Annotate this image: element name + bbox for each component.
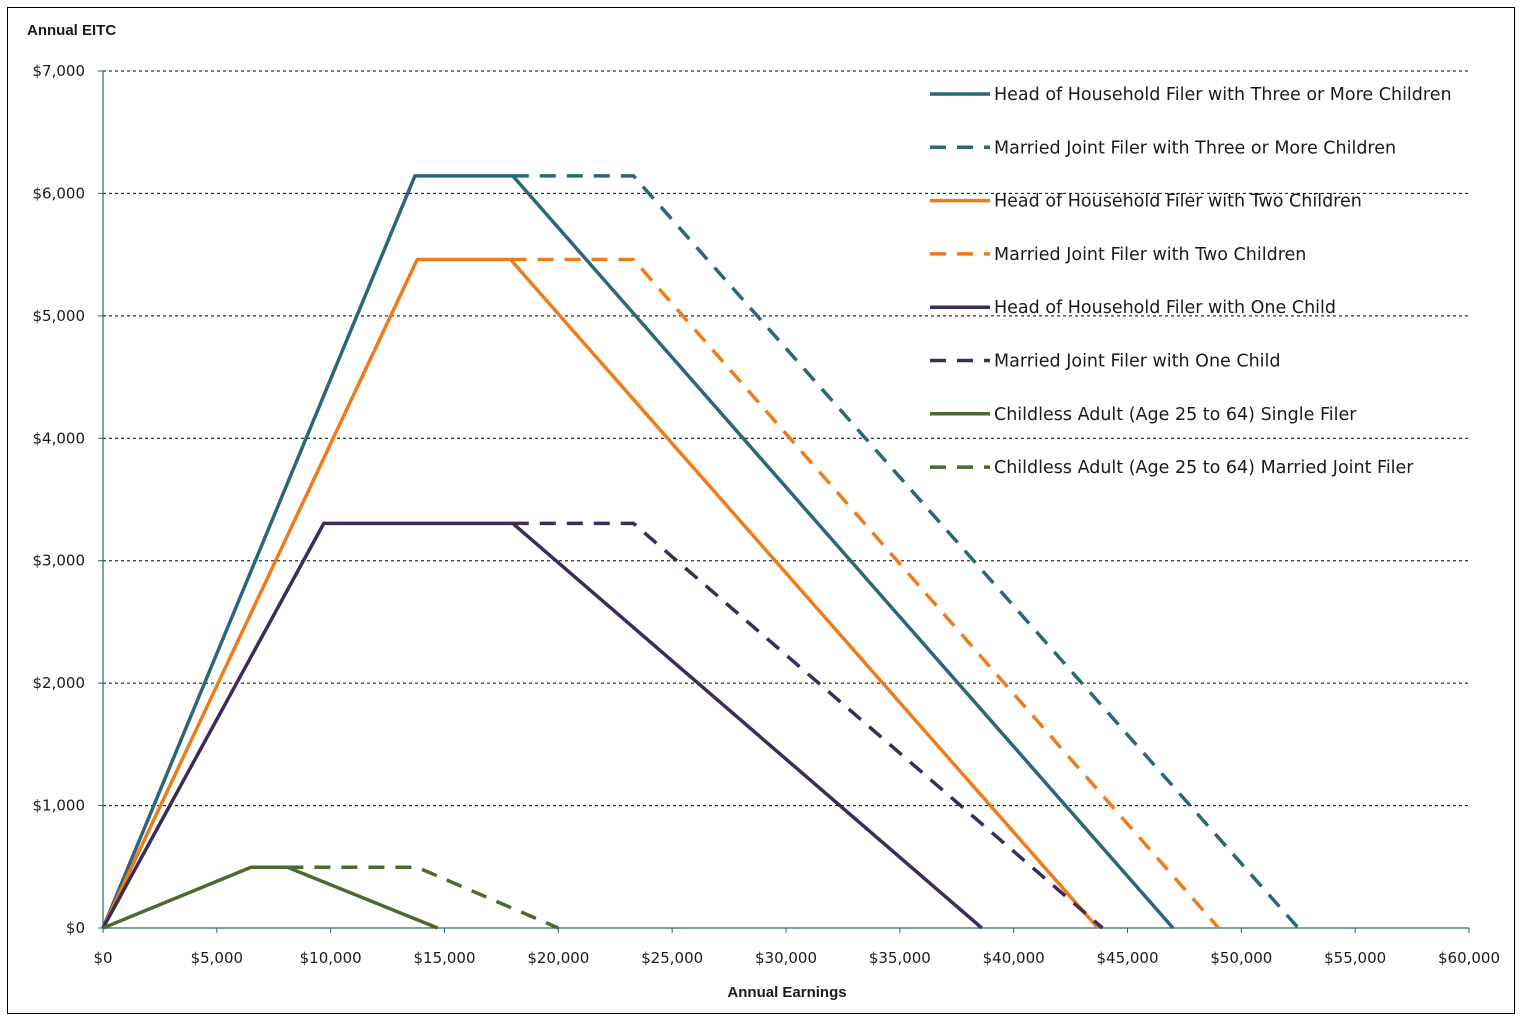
- x-tick-label: $40,000: [983, 949, 1045, 967]
- series-line-2: [512, 174, 1300, 930]
- x-tick-label: $5,000: [191, 949, 244, 967]
- series-line-5: [101, 521, 983, 930]
- legend-label-4: Married Joint Filer with Two Children: [994, 245, 1306, 265]
- y-tick-label: $0: [66, 919, 85, 937]
- legend-label-8: Childless Adult (Age 25 to 64) Married J…: [994, 458, 1414, 478]
- y-tick-label: $4,000: [33, 429, 86, 447]
- x-tick-label: $20,000: [527, 949, 589, 967]
- series-line-6: [512, 521, 1104, 930]
- chart-frame: [7, 7, 1515, 1014]
- x-tick-label: $30,000: [755, 949, 817, 967]
- legend-label-6: Married Joint Filer with One Child: [994, 352, 1281, 372]
- x-tick-label: $15,000: [413, 949, 475, 967]
- x-tick-label: $10,000: [300, 949, 362, 967]
- x-tick-label: $25,000: [641, 949, 703, 967]
- y-tick-label: $5,000: [33, 307, 86, 325]
- data-series: [101, 174, 1300, 930]
- legend: Head of Household Filer with Three or Mo…: [930, 85, 1452, 478]
- x-tick-label: $50,000: [1210, 949, 1272, 967]
- axes: $0 $1,000 $2,000 $3,000 $4,000 $5,000 $6,000 $7…: [33, 62, 1501, 967]
- series-line-4: [510, 257, 1220, 930]
- x-axis-title: Annual Earnings: [727, 984, 846, 1001]
- y-tick-label: $2,000: [33, 674, 86, 692]
- series-line-3: [101, 257, 1100, 930]
- legend-label-5: Head of Household Filer with One Child: [994, 298, 1336, 318]
- legend-label-1: Head of Household Filer with Three or Mo…: [994, 85, 1452, 105]
- y-tick-label: $1,000: [33, 797, 86, 815]
- x-tick-label: $45,000: [1096, 949, 1158, 967]
- x-tick-label: $35,000: [869, 949, 931, 967]
- y-axis-title: Annual EITC: [27, 22, 116, 39]
- y-tick-label: $3,000: [33, 552, 86, 570]
- series-line-1: [101, 174, 1175, 930]
- y-tick-label: $6,000: [33, 184, 86, 202]
- x-tick-label: $60,000: [1438, 949, 1500, 967]
- legend-label-7: Childless Adult (Age 25 to 64) Single Fi…: [994, 405, 1357, 425]
- series-line-8: [287, 865, 559, 930]
- x-tick-label: $0: [93, 949, 112, 967]
- series-line-7: [102, 865, 439, 930]
- legend-label-3: Head of Household Filer with Two Childre…: [994, 192, 1362, 212]
- legend-label-2: Married Joint Filer with Three or More C…: [994, 138, 1396, 158]
- x-tick-label: $55,000: [1324, 949, 1386, 967]
- y-tick-label: $7,000: [33, 62, 86, 80]
